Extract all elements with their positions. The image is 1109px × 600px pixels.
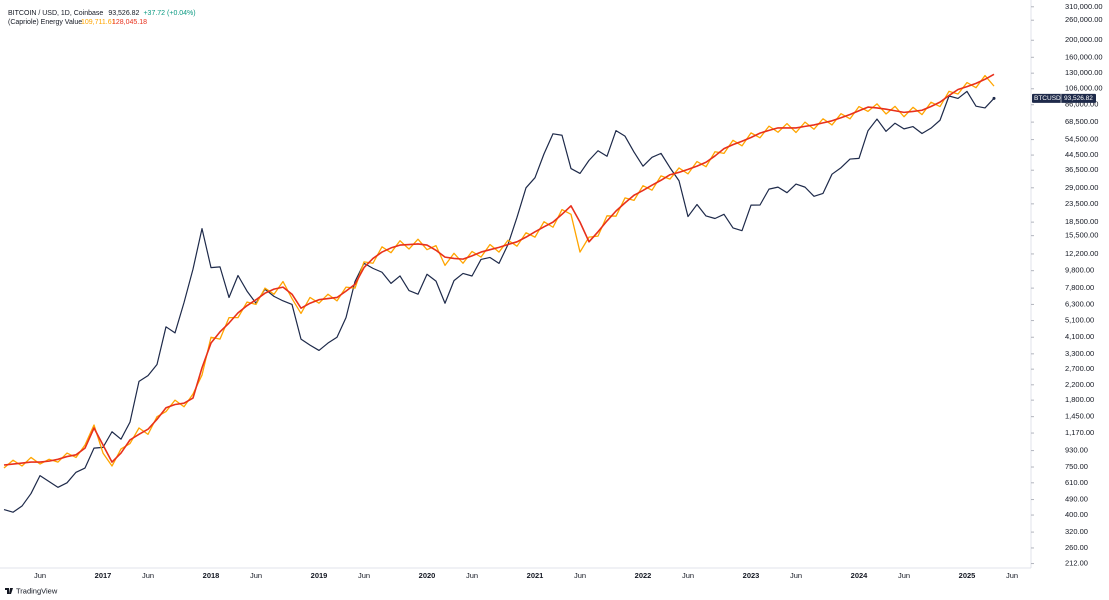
y-tick-label: 400.00 xyxy=(1065,510,1088,519)
y-tick-label: 4,100.00 xyxy=(1065,332,1094,341)
y-tick-label: 15,500.00 xyxy=(1065,231,1098,240)
y-tick-label: 1,170.00 xyxy=(1065,428,1094,437)
x-tick-label: 2017 xyxy=(95,571,112,580)
x-tick-label: 2022 xyxy=(635,571,652,580)
y-tick-label: 86,000.00 xyxy=(1065,100,1098,109)
y-tick-label: 44,500.00 xyxy=(1065,150,1098,159)
series-line xyxy=(3,74,995,469)
y-tick-label: 1,800.00 xyxy=(1065,395,1094,404)
y-tick-label: 3,300.00 xyxy=(1065,349,1094,358)
symbol: BITCOIN / USD, 1D, Coinbase xyxy=(8,10,103,17)
indicator-value: 128,045.18 xyxy=(112,19,147,26)
x-tick-label: Jun xyxy=(574,571,586,580)
x-tick-label: Jun xyxy=(34,571,46,580)
y-tick-label: 23,500.00 xyxy=(1065,199,1098,208)
series-line xyxy=(3,73,995,466)
y-tick-label: 310,000.00 xyxy=(1065,2,1103,11)
header: BITCOIN / USD, 1D, Coinbase 93,526.82 +3… xyxy=(8,10,196,26)
y-tick-label: 320.00 xyxy=(1065,527,1088,536)
y-tick-label: 130,000.00 xyxy=(1065,68,1103,77)
x-tick-label: Jun xyxy=(466,571,478,580)
y-tick-label: 12,200.00 xyxy=(1065,249,1098,258)
y-tick-label: 490.00 xyxy=(1065,495,1088,504)
price-change: +37.72 (+0.04%) xyxy=(143,10,195,17)
y-tick-label: 7,800.00 xyxy=(1065,283,1094,292)
last-price: 93,526.82 xyxy=(108,10,139,17)
x-tick-label: Jun xyxy=(250,571,262,580)
y-tick-label: 68,500.00 xyxy=(1065,117,1098,126)
x-tick-label: 2018 xyxy=(203,571,220,580)
x-tick-label: 2021 xyxy=(527,571,544,580)
brand: TradingView xyxy=(5,586,58,595)
y-tick-label: 260.00 xyxy=(1065,543,1088,552)
y-tick-label: 36,500.00 xyxy=(1065,165,1098,174)
y-tick-label: 750.00 xyxy=(1065,462,1088,471)
y-tick-label: 9,800.00 xyxy=(1065,266,1094,275)
price-tag-bg xyxy=(1032,93,1096,103)
y-tick-label: 2,700.00 xyxy=(1065,364,1094,373)
x-tick-label: 2019 xyxy=(311,571,328,580)
y-tick-label: 5,100.00 xyxy=(1065,316,1094,325)
y-tick-label: 610.00 xyxy=(1065,478,1088,487)
x-tick-label: Jun xyxy=(142,571,154,580)
price-tag-value: 93,526.82 xyxy=(1064,95,1093,102)
y-tick-label: 2,200.00 xyxy=(1065,380,1094,389)
plot-area xyxy=(3,73,995,513)
x-tick-label: 2025 xyxy=(959,571,976,580)
x-tick-label: Jun xyxy=(358,571,370,580)
y-tick-label: 260,000.00 xyxy=(1065,15,1103,24)
y-tick-label: 1,450.00 xyxy=(1065,412,1094,421)
y-tick-label: 160,000.00 xyxy=(1065,52,1103,61)
brand-logo xyxy=(5,588,13,594)
indicator-value: 109,711.61 xyxy=(81,19,116,26)
price-tag-symbol: BTCUSD xyxy=(1034,95,1061,102)
y-tick-label: 200,000.00 xyxy=(1065,35,1103,44)
x-tick-label: 2024 xyxy=(851,571,869,580)
x-tick-label: Jun xyxy=(1006,571,1018,580)
y-tick-label: 6,300.00 xyxy=(1065,299,1094,308)
y-tick-label: 18,500.00 xyxy=(1065,217,1098,226)
y-tick-label: 106,000.00 xyxy=(1065,84,1103,93)
x-tick-label: Jun xyxy=(682,571,694,580)
x-tick-label: 2020 xyxy=(419,571,436,580)
x-tick-label: 2023 xyxy=(743,571,760,580)
x-tick-label: Jun xyxy=(790,571,802,580)
x-tick-label: Jun xyxy=(898,571,910,580)
last-point xyxy=(992,96,996,100)
y-tick-label: 212.00 xyxy=(1065,559,1088,568)
series-line xyxy=(3,90,995,513)
brand-name: TradingView xyxy=(16,586,58,595)
y-tick-label: 930.00 xyxy=(1065,446,1088,455)
y-tick-label: 54,500.00 xyxy=(1065,135,1098,144)
y-tick-label: 29,000.00 xyxy=(1065,183,1098,192)
indicator-name: (Capriole) Energy Value xyxy=(8,19,82,26)
